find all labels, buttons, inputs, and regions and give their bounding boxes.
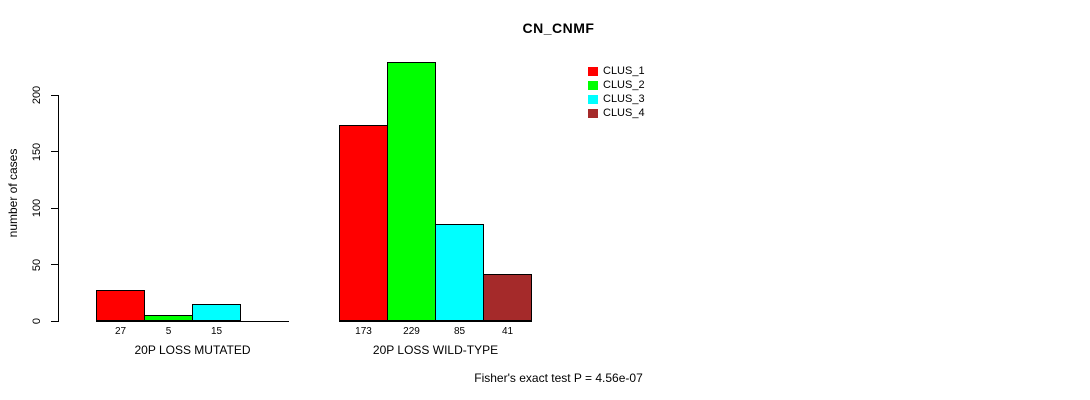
fisher-test-annotation: Fisher's exact test P = 4.56e-07 (474, 371, 643, 385)
bar-value-label: 229 (403, 326, 420, 337)
y-axis-tick-label: 200 (31, 85, 43, 105)
y-axis-tick (51, 94, 58, 96)
legend-swatch-clus-4 (588, 108, 598, 118)
bar-clus-1-20p-loss-wild-type (339, 125, 388, 322)
legend-label: CLUS_1 (603, 65, 645, 77)
legend-label: CLUS_2 (603, 79, 645, 91)
bar-value-label: 85 (453, 326, 466, 337)
bar-clus-3-20p-loss-wild-type (435, 224, 484, 322)
bar-value-label: 27 (114, 326, 127, 337)
legend-label: CLUS_3 (603, 93, 645, 105)
legend-item-clus-1: CLUS_1 (588, 65, 645, 77)
bar-value-label: 173 (355, 326, 372, 337)
bar-clus-3-20p-loss-mutated (192, 303, 241, 322)
bar-clus-2-20p-loss-wild-type (387, 61, 436, 322)
y-axis-tick-label: 150 (31, 142, 43, 161)
bar-clus-4-20p-loss-wild-type (483, 274, 532, 322)
legend-item-clus-2: CLUS_2 (588, 79, 645, 91)
legend-swatch-clus-3 (588, 94, 598, 104)
bar-value-label: 5 (165, 326, 172, 337)
y-axis-tick (51, 207, 58, 209)
x-axis-group-label: 20P LOSS WILD-TYPE (372, 343, 499, 357)
y-axis-tick-label: 0 (31, 317, 43, 325)
legend-label: CLUS_4 (603, 107, 645, 119)
x-axis-group-label: 20P LOSS MUTATED (134, 343, 251, 357)
y-axis-line (58, 94, 59, 322)
legend-swatch-clus-1 (588, 66, 598, 76)
bar-clus-2-20p-loss-mutated (144, 314, 193, 322)
legend-item-clus-4: CLUS_4 (588, 107, 645, 119)
legend-item-clus-3: CLUS_3 (588, 93, 645, 105)
y-axis-tick-label: 100 (31, 198, 43, 218)
y-axis-tick (51, 151, 58, 152)
bar-clus-1-20p-loss-mutated (96, 289, 145, 322)
bar-value-label: 15 (210, 326, 223, 337)
y-axis-label: number of cases (6, 148, 20, 238)
y-axis-tick (51, 320, 58, 322)
y-axis-tick-label: 50 (31, 258, 43, 271)
legend-swatch-clus-2 (588, 80, 598, 90)
chart-title: CN_CNMF (522, 20, 595, 36)
bar-value-label: 41 (501, 326, 514, 337)
y-axis-tick (51, 264, 58, 265)
